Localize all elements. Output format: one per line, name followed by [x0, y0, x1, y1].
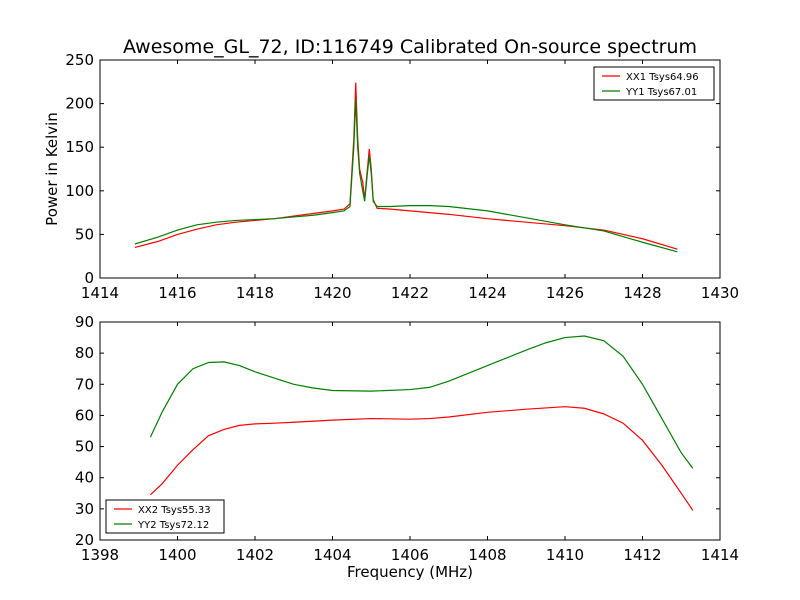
x-tick-label: 1406 [391, 546, 429, 564]
x-tick-label: 1398 [81, 546, 119, 564]
y-tick-label: 30 [75, 500, 94, 518]
series-line-1-2 [134, 99, 678, 253]
y-tick-label: 50 [75, 225, 94, 243]
x-tick-label: 1414 [701, 546, 739, 564]
series-line-2-2 [149, 335, 694, 469]
y-tick-label: 20 [75, 531, 94, 549]
x-tick-label: 1410 [546, 546, 584, 564]
upper-plot: 1414 1416 1418 1420 1422 1424 1426 1428 1430 0 50 1… [43, 51, 739, 302]
x-tick-label: 1422 [391, 284, 429, 302]
x-tick-label: 1428 [623, 284, 661, 302]
x-tick-label: 1400 [158, 546, 196, 564]
x-axis-label: Frequency (MHz) [347, 563, 473, 581]
legend: XX2 Tsys55.33 YY2 Tsys72.12 [105, 499, 225, 534]
y-tick-label: 70 [75, 375, 94, 393]
y-tick-label: 150 [65, 138, 94, 156]
legend-label: XX1 Tsys64.96 [626, 72, 699, 83]
legend-box [105, 499, 225, 534]
y-tick-label: 0 [84, 269, 94, 287]
x-tick-label: 1412 [623, 546, 661, 564]
x-tick-label: 1404 [313, 546, 351, 564]
x-tick-label: 1420 [313, 284, 351, 302]
legend-box [593, 66, 715, 101]
x-tick-label: 1416 [158, 284, 196, 302]
chart-title: Awesome_GL_72, ID:116749 Calibrated On-s… [123, 36, 697, 58]
x-tick-label: 1408 [468, 546, 506, 564]
x-tick-label: 1426 [546, 284, 584, 302]
y-tick-label: 90 [75, 313, 94, 331]
y-tick-label: 80 [75, 344, 94, 362]
x-tick-label: 1418 [236, 284, 274, 302]
y-tick-label: 100 [65, 182, 94, 200]
legend: XX1 Tsys64.96 YY1 Tsys67.01 [593, 66, 715, 101]
y-tick-label: 200 [65, 95, 94, 113]
y-tick-label: 60 [75, 406, 94, 424]
y-tick-label: 50 [75, 438, 94, 456]
y-axis-label: Power in Kelvin [43, 112, 61, 226]
y-tick-label: 250 [65, 51, 94, 69]
x-tick-label: 1402 [236, 546, 274, 564]
legend-label: YY2 Tsys72.12 [137, 520, 209, 531]
x-tick-label: 1424 [468, 284, 506, 302]
y-tick-label: 40 [75, 469, 94, 487]
legend-label: YY1 Tsys67.01 [625, 87, 697, 98]
lower-plot: 1398 1400 1402 1404 1406 1408 1410 1412 1414 20 30… [75, 313, 739, 581]
legend-label: XX2 Tsys55.33 [138, 505, 211, 516]
series-line-2-1 [149, 406, 694, 511]
x-tick-label: 1430 [701, 284, 739, 302]
x-tick-label: 1414 [81, 284, 119, 302]
